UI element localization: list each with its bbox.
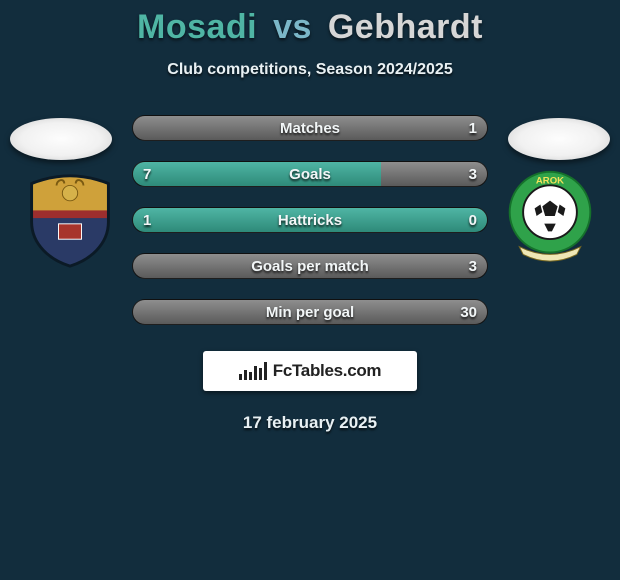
stats-container: Matches1Goals73Hattricks10Goals per matc… [132, 115, 488, 325]
subtitle: Club competitions, Season 2024/2025 [0, 61, 620, 79]
stat-label: Goals per match [133, 254, 487, 278]
title-vs: vs [273, 8, 312, 46]
stat-value-left: 1 [133, 208, 161, 232]
stat-value-right: 3 [459, 162, 487, 186]
stat-label: Matches [133, 116, 487, 140]
player2-avatar [508, 118, 610, 160]
page-title: Mosadi vs Gebhardt [0, 0, 620, 47]
stat-label: Goals [133, 162, 487, 186]
stat-value-right: 3 [459, 254, 487, 278]
player1-club-crest [22, 172, 118, 268]
stat-row: Hattricks1 0 [132, 207, 488, 233]
stat-label: Min per goal [133, 300, 487, 324]
bar-chart-icon [239, 362, 267, 380]
stat-row: Matches1 [132, 115, 488, 141]
stat-label: Hattricks [133, 208, 487, 232]
stat-value-right: 1 [459, 116, 487, 140]
title-player2: Gebhardt [328, 8, 483, 46]
stat-row: Goals per match3 [132, 253, 488, 279]
logo-text: FcTables.com [273, 361, 382, 381]
player1-avatar [10, 118, 112, 160]
player2-club-crest: AROK [502, 168, 598, 264]
stat-value-right: 0 [459, 208, 487, 232]
fctables-logo: FcTables.com [203, 351, 417, 391]
title-player1: Mosadi [137, 8, 257, 46]
stat-row: Min per goal30 [132, 299, 488, 325]
comparison-card: Mosadi vs Gebhardt Club competitions, Se… [0, 0, 620, 580]
stat-value-left: 7 [133, 162, 161, 186]
stat-value-right: 30 [450, 300, 487, 324]
stat-row: Goals7 3 [132, 161, 488, 187]
footer-date: 17 february 2025 [0, 413, 620, 433]
